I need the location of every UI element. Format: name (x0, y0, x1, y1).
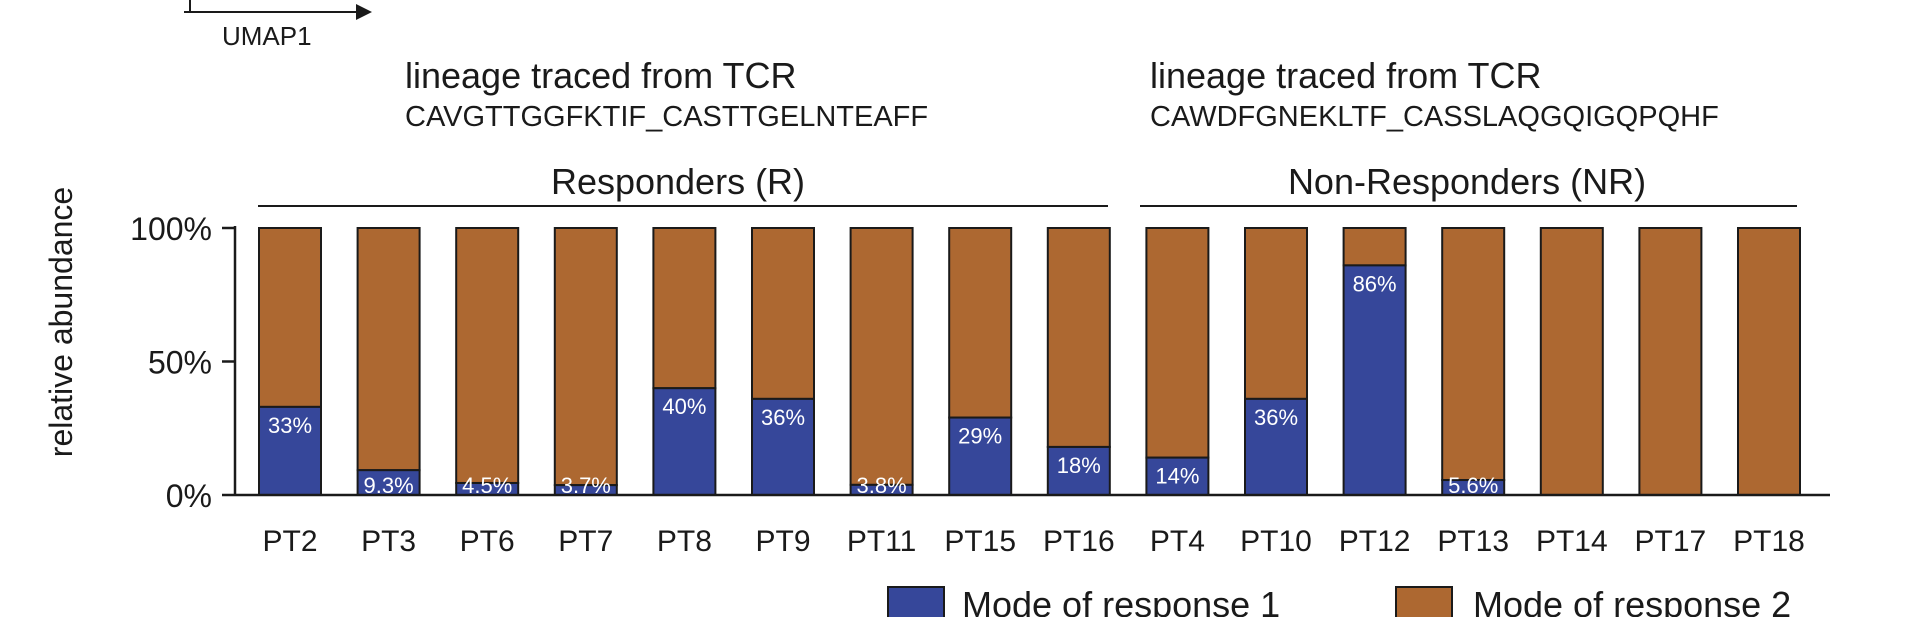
legend-swatch-mode-2 (1395, 586, 1453, 617)
bar-mode-2-pt15 (948, 227, 1013, 419)
x-tick-label-pt13: PT13 (1437, 525, 1509, 558)
bar-mode-2-pt11 (849, 227, 914, 486)
group-label-responders: Responders (R) (551, 161, 805, 202)
bar-mode-2-pt14 (1539, 227, 1604, 496)
bar-mode-1-pt10 (1244, 397, 1308, 497)
data-label-pt4: 14% (1155, 464, 1199, 489)
x-tick-label-pt8: PT8 (657, 525, 712, 558)
bar-mode-2-pt17 (1638, 227, 1703, 496)
y-tick-label: 0% (166, 478, 212, 514)
umap-arrow-icon (356, 4, 372, 20)
data-label-pt10: 36% (1254, 405, 1298, 430)
bar-mode-2-pt8 (652, 227, 717, 390)
data-label-pt12: 86% (1353, 271, 1397, 296)
bar-mode-1-pt4 (1145, 456, 1210, 496)
bar-mode-2-pt9 (751, 227, 815, 400)
x-tick-label-pt18: PT18 (1733, 525, 1805, 558)
data-label-pt2: 33% (268, 413, 312, 438)
bar-mode-2-pt7 (553, 227, 618, 487)
y-tick-label: 100% (130, 211, 212, 247)
y-axis-label: relative abundance (43, 187, 79, 457)
lineage-left-title: lineage traced from TCR (405, 55, 797, 96)
bar-mode-2-pt13 (1441, 227, 1506, 482)
bar-mode-1-pt3 (356, 469, 421, 497)
x-tick-label-pt14: PT14 (1536, 525, 1608, 558)
x-tick-label-pt10: PT10 (1240, 525, 1312, 558)
lineage-right-tcr: CAWDFGNEKLTF_CASSLAQGQIGQPQHF (1150, 101, 1719, 133)
bar-mode-2-pt18 (1737, 227, 1801, 496)
data-label-pt16: 18% (1057, 453, 1101, 478)
x-tick-label-pt11: PT11 (847, 525, 916, 558)
data-label-pt15: 29% (958, 424, 1002, 449)
group-label-non-responders: Non-Responders (NR) (1288, 161, 1646, 202)
x-tick-label-pt15: PT15 (944, 525, 1016, 558)
lineage-left-tcr: CAVGTTGGFKTIF_CASTTGELNTEAFF (405, 101, 928, 133)
legend-label-mode-1: Mode of response 1 (962, 584, 1280, 617)
legend-swatch-mode-1 (887, 586, 945, 617)
legend: Mode of response 1 Mode of response 2 (887, 584, 1791, 617)
bar-mode-1-pt16 (1046, 445, 1111, 497)
bar-mode-2-pt4 (1145, 227, 1210, 459)
x-tick-label-pt7: PT7 (558, 525, 613, 558)
bar-mode-2-pt10 (1244, 227, 1308, 400)
y-axis: 0% 50% 100% (130, 211, 235, 514)
data-labels: 33%9.3% 4.5% 3.7%40% 36%3.8%29%18% 14%36%86%… (268, 271, 1498, 498)
x-tick-label-pt9: PT9 (755, 525, 810, 558)
bar-mode-2-pt3 (356, 227, 421, 472)
x-tick-label-pt16: PT16 (1043, 525, 1115, 558)
x-axis-labels: PT2 PT3 PT6 PT7 PT8 PT9 PT11 PT15 PT16 PT4 PT10 PT1… (262, 525, 1804, 558)
x-tick-label-pt17: PT17 (1635, 525, 1707, 558)
bar-mode-2-pt16 (1046, 227, 1111, 448)
data-label-pt8: 40% (662, 394, 706, 419)
x-tick-label-pt6: PT6 (460, 525, 515, 558)
data-label-pt9: 36% (761, 405, 805, 430)
bars (258, 227, 1801, 497)
x-tick-label-pt4: PT4 (1150, 525, 1205, 558)
y-tick-label: 50% (148, 345, 212, 381)
bar-mode-2-pt12 (1342, 227, 1407, 267)
bar-mode-2-pt2 (258, 227, 322, 408)
bar-mode-1-pt12 (1342, 264, 1407, 496)
umap-label: UMAP1 (222, 21, 312, 51)
legend-label-mode-2: Mode of response 2 (1473, 584, 1791, 617)
x-tick-label-pt2: PT2 (262, 525, 317, 558)
x-tick-label-pt12: PT12 (1339, 525, 1411, 558)
lineage-right-title: lineage traced from TCR (1150, 55, 1542, 96)
x-tick-label-pt3: PT3 (361, 525, 416, 558)
umap-axis-fragment: UMAP1 (184, 0, 372, 51)
bar-mode-2-pt6 (455, 227, 520, 484)
